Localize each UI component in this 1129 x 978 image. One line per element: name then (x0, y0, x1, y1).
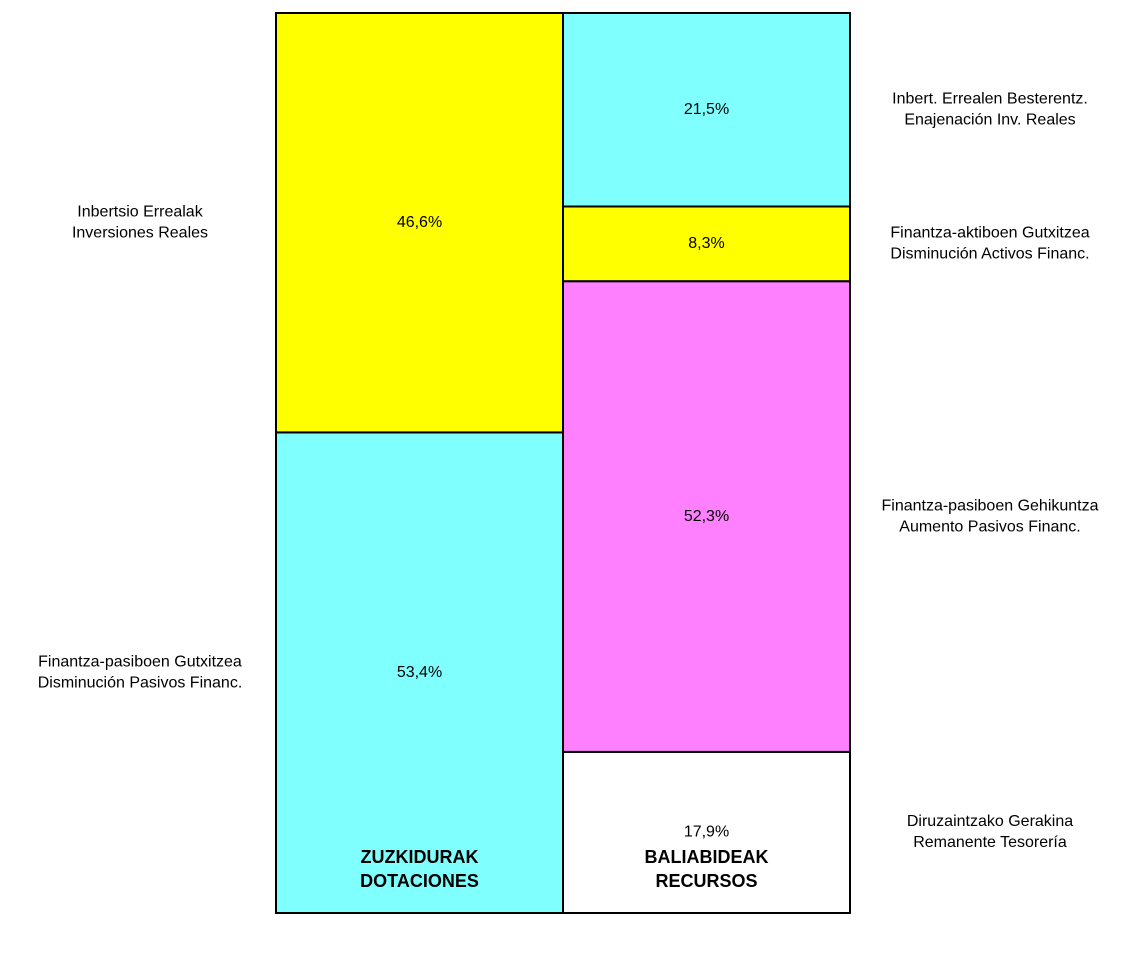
bar-segment (562, 280, 851, 753)
bar-segment (275, 12, 564, 434)
segment-label: Enajenación Inv. Reales (904, 111, 1075, 128)
segment-label: Disminución Pasivos Financ. (38, 674, 243, 691)
value-label: 53,4% (397, 664, 442, 681)
value-label: 46,6% (397, 214, 442, 231)
category-label: DOTACIONES (360, 871, 479, 891)
category-label: RECURSOS (655, 871, 757, 891)
value-label: 52,3% (684, 508, 729, 525)
value-label: 21,5% (684, 101, 729, 118)
segment-label: Inversiones Reales (72, 224, 208, 241)
segment-label: Remanente Tesorería (913, 834, 1067, 851)
segment-label: Finantza-pasiboen Gutxitzea (38, 653, 242, 670)
segment-label: Inbert. Errealen Besterentz. (892, 90, 1088, 107)
value-label: 17,9% (684, 824, 729, 841)
category-label: ZUZKIDURAK (361, 847, 479, 867)
segment-label: Finantza-pasiboen Gehikuntza (881, 497, 1098, 514)
segment-label: Diruzaintzako Gerakina (907, 813, 1073, 830)
value-label: 8,3% (688, 235, 724, 252)
bar-segment (275, 431, 564, 914)
category-label: BALIABIDEAK (645, 847, 769, 867)
segment-label: Finantza-aktiboen Gutxitzea (890, 225, 1089, 242)
bar-segment (562, 12, 851, 208)
segment-label: Disminución Activos Financ. (890, 246, 1089, 263)
segment-label: Aumento Pasivos Financ. (899, 518, 1080, 535)
bar-segment (562, 205, 851, 283)
segment-label: Inbertsio Errealak (77, 203, 203, 220)
